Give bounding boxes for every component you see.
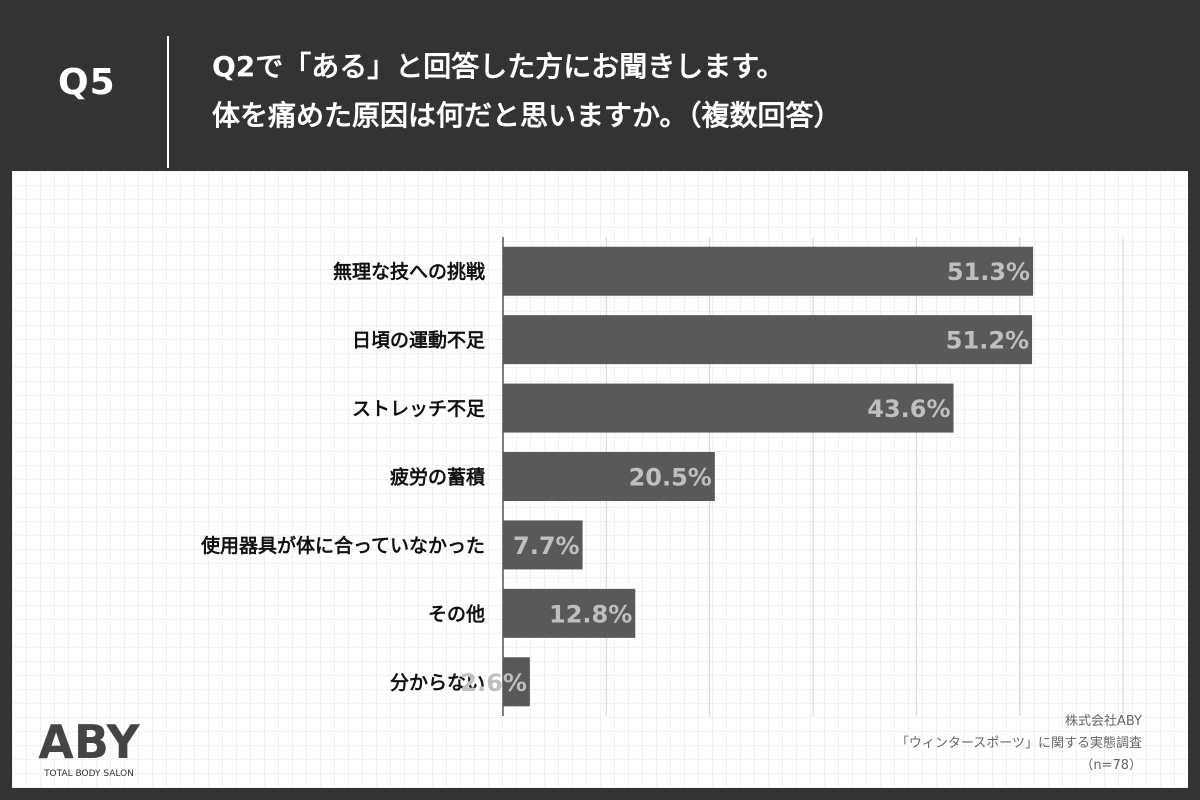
bar <box>503 383 954 433</box>
value-label: 12.8% <box>549 600 632 628</box>
category-label: 疲労の蓄積 <box>390 466 485 489</box>
source-sample-size: （n=78） <box>1080 758 1142 773</box>
value-label: 43.6% <box>867 395 950 423</box>
category-label: その他 <box>428 602 485 625</box>
header-divider <box>167 36 169 168</box>
logo-mark: ABY <box>38 715 140 769</box>
bar <box>503 315 1033 365</box>
aby-logo: ABY TOTAL BODY SALON <box>38 715 140 779</box>
category-label: 日頃の運動不足 <box>352 330 486 352</box>
source-survey: 「ウィンタースポーツ」に関する実態調査 <box>895 736 1142 751</box>
source-note: 株式会社ABY 「ウィンタースポーツ」に関する実態調査 （n=78） <box>896 711 1142 777</box>
value-label: 51.2% <box>946 327 1029 355</box>
category-label: 使用器具が体に合っていなかった <box>200 534 485 557</box>
bar-chart: 無理な技への挑戦 51.3% 日頃の運動不足 51.2% ストレッチ不足 43.6% 疲労の… <box>200 237 1124 716</box>
category-label: 分からない <box>390 672 485 694</box>
logo-tagline: TOTAL BODY SALON <box>43 769 134 779</box>
chart-panel: 無理な技への挑戦 51.3% 日頃の運動不足 51.2% ストレッチ不足 43.6% 疲労の… <box>12 171 1188 788</box>
source-company: 株式会社ABY <box>1064 714 1142 729</box>
value-label: 7.7% <box>513 532 580 560</box>
bar <box>503 452 715 501</box>
category-label: ストレッチ不足 <box>352 398 486 420</box>
question-text: Q2で「ある」と回答した方にお聞きします。 体を痛めた原因は何だと思いますか。（… <box>212 42 841 140</box>
category-label: 無理な技への挑戦 <box>333 260 485 283</box>
question-number: Q5 <box>58 62 116 103</box>
value-label: 2.6% <box>460 669 527 697</box>
value-label: 20.5% <box>629 464 712 492</box>
question-line-2: 体を痛めた原因は何だと思いますか。（複数回答） <box>212 99 842 132</box>
bar <box>503 246 1034 296</box>
question-line-1: Q2で「ある」と回答した方にお聞きします。 <box>212 50 785 83</box>
value-label: 51.3% <box>947 258 1030 286</box>
bar <box>503 657 530 707</box>
bar <box>503 588 636 638</box>
bar <box>503 520 583 570</box>
header: Q5 Q2で「ある」と回答した方にお聞きします。 体を痛めた原因は何だと思います… <box>0 0 1200 168</box>
